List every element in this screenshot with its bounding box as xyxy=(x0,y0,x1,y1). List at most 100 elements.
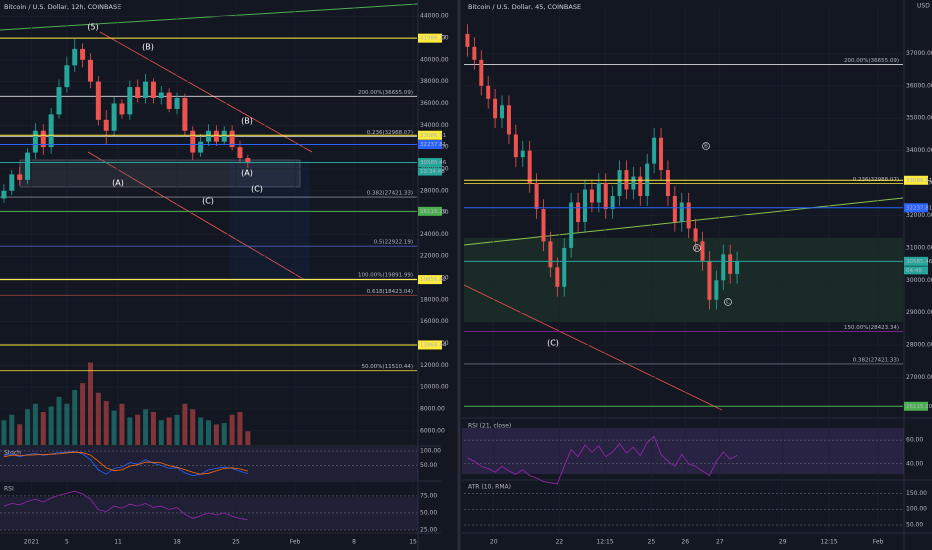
volume-bar xyxy=(213,424,219,445)
candle-body xyxy=(500,105,505,119)
volume-bar xyxy=(1,420,7,445)
candle-body xyxy=(25,152,31,180)
price-tag-label: 26115.20 xyxy=(906,404,932,410)
candle-body xyxy=(707,260,712,300)
y-tick-label: 37000.00 xyxy=(906,50,932,57)
candle-body xyxy=(617,170,622,197)
indicator-line xyxy=(467,435,738,485)
pane-title: Stoch xyxy=(4,450,21,457)
price-tag-label: 33086.51 xyxy=(420,133,446,139)
pane-tick-label: 100.00 xyxy=(420,448,441,455)
price-tag-label: 32237.81 xyxy=(906,205,932,211)
pane-tick-label: 25.00 xyxy=(420,526,437,533)
x-tick-label: 26 xyxy=(681,539,689,546)
fib-label: 150.00%(28423.34) xyxy=(844,325,899,331)
candle-body xyxy=(679,202,684,222)
rsi-band xyxy=(462,428,904,474)
y-tick-label: 27000.00 xyxy=(906,374,932,381)
candle-body xyxy=(555,267,560,287)
volume-bar xyxy=(25,409,31,445)
countdown: 10:34:48 xyxy=(420,169,445,175)
candle-body xyxy=(150,81,156,99)
x-tick-label: 12:15 xyxy=(820,539,837,546)
wave-label: (B) xyxy=(241,117,253,126)
trend-line xyxy=(463,284,723,411)
candle-body xyxy=(534,183,539,209)
x-tick-label: 2021 xyxy=(24,539,39,546)
candle-body xyxy=(520,150,525,158)
volume-bar xyxy=(17,424,23,445)
candle-body xyxy=(652,137,657,164)
candle-body xyxy=(95,81,101,120)
volume-bar xyxy=(56,396,62,445)
chart-title: Bitcoin / U.S. Dollar, 12h, COINBASE xyxy=(4,3,121,11)
candle-body xyxy=(576,202,581,222)
volume-bar xyxy=(95,392,101,445)
volume-bar xyxy=(127,417,133,445)
zone-box xyxy=(464,238,903,322)
price-tag-label: 41986.37 xyxy=(420,36,447,42)
x-tick-label: 25 xyxy=(232,539,240,546)
candle-body xyxy=(527,150,532,184)
y-tick-label: 6000.00 xyxy=(420,427,445,434)
y-tick-label: 28000.00 xyxy=(420,187,449,194)
volume-bar xyxy=(64,403,70,445)
price-tag-label: 33086.51 xyxy=(906,178,932,184)
x-tick-label: 25 xyxy=(648,539,656,546)
x-tick-label: 20 xyxy=(490,539,498,546)
volume-bar xyxy=(221,423,227,445)
y-tick-label: 34000.00 xyxy=(420,122,449,129)
price-tag xyxy=(418,33,442,43)
volume-bar xyxy=(111,410,117,445)
pane-title: ATR (10, RMA) xyxy=(468,484,511,491)
fib-label: 0.618(18423.04) xyxy=(367,289,413,295)
candle-body xyxy=(582,189,587,222)
candle-body xyxy=(506,105,511,135)
fib-label: 0.5(22922.19) xyxy=(374,240,413,246)
candle-body xyxy=(610,196,615,209)
axis-unit: USD xyxy=(917,3,930,10)
y-tick-label: 8000.00 xyxy=(420,405,445,412)
candle-body xyxy=(721,254,726,281)
candle-body xyxy=(221,130,227,142)
price-tag xyxy=(418,340,442,350)
trend-line xyxy=(0,3,419,31)
indicator-line xyxy=(3,451,248,475)
y-tick-label: 30000.00 xyxy=(906,277,932,284)
fib-label: 0.382(27421.33) xyxy=(853,357,899,363)
price-tag-label: 13868.44 xyxy=(420,342,447,348)
volume-bar xyxy=(40,412,46,445)
channel-line xyxy=(87,151,306,281)
y-tick-label: 29000.00 xyxy=(906,309,932,316)
candle-body xyxy=(548,241,553,268)
y-tick-label: 10000.00 xyxy=(420,384,449,391)
wave-circle xyxy=(702,142,710,150)
candle-body xyxy=(631,176,636,190)
wave-label: C xyxy=(726,300,730,306)
candle-body xyxy=(40,130,46,148)
candle-body xyxy=(735,261,740,274)
candle-body xyxy=(1,190,7,199)
x-tick-label: 27 xyxy=(716,539,724,546)
y-tick-label: 28000.00 xyxy=(906,342,932,349)
candle-body xyxy=(206,130,211,142)
volume-bar xyxy=(237,412,243,445)
price-tag-label: 32237.81 xyxy=(420,142,446,148)
fib-label: 50.00%(11510.44) xyxy=(361,364,413,370)
x-tick-label: 12:15 xyxy=(596,539,613,546)
volume-bar xyxy=(245,431,251,445)
candle-body xyxy=(32,130,38,153)
y-tick-label: 16000.00 xyxy=(420,318,449,325)
candle-body xyxy=(143,81,149,99)
candle-body xyxy=(569,202,574,248)
price-tag-label: 30585.46 xyxy=(906,259,932,265)
volume-bar xyxy=(72,390,78,445)
candle-body xyxy=(245,158,251,163)
x-tick-label: 22 xyxy=(556,539,564,546)
y-tick-label: 12000.00 xyxy=(420,362,449,369)
wave-circle xyxy=(693,244,701,252)
fib-label: 200.00%(36655.09) xyxy=(358,90,413,96)
candle-body xyxy=(486,85,491,99)
y-tick-label: 44000.00 xyxy=(420,13,449,20)
candle-body xyxy=(665,170,670,197)
